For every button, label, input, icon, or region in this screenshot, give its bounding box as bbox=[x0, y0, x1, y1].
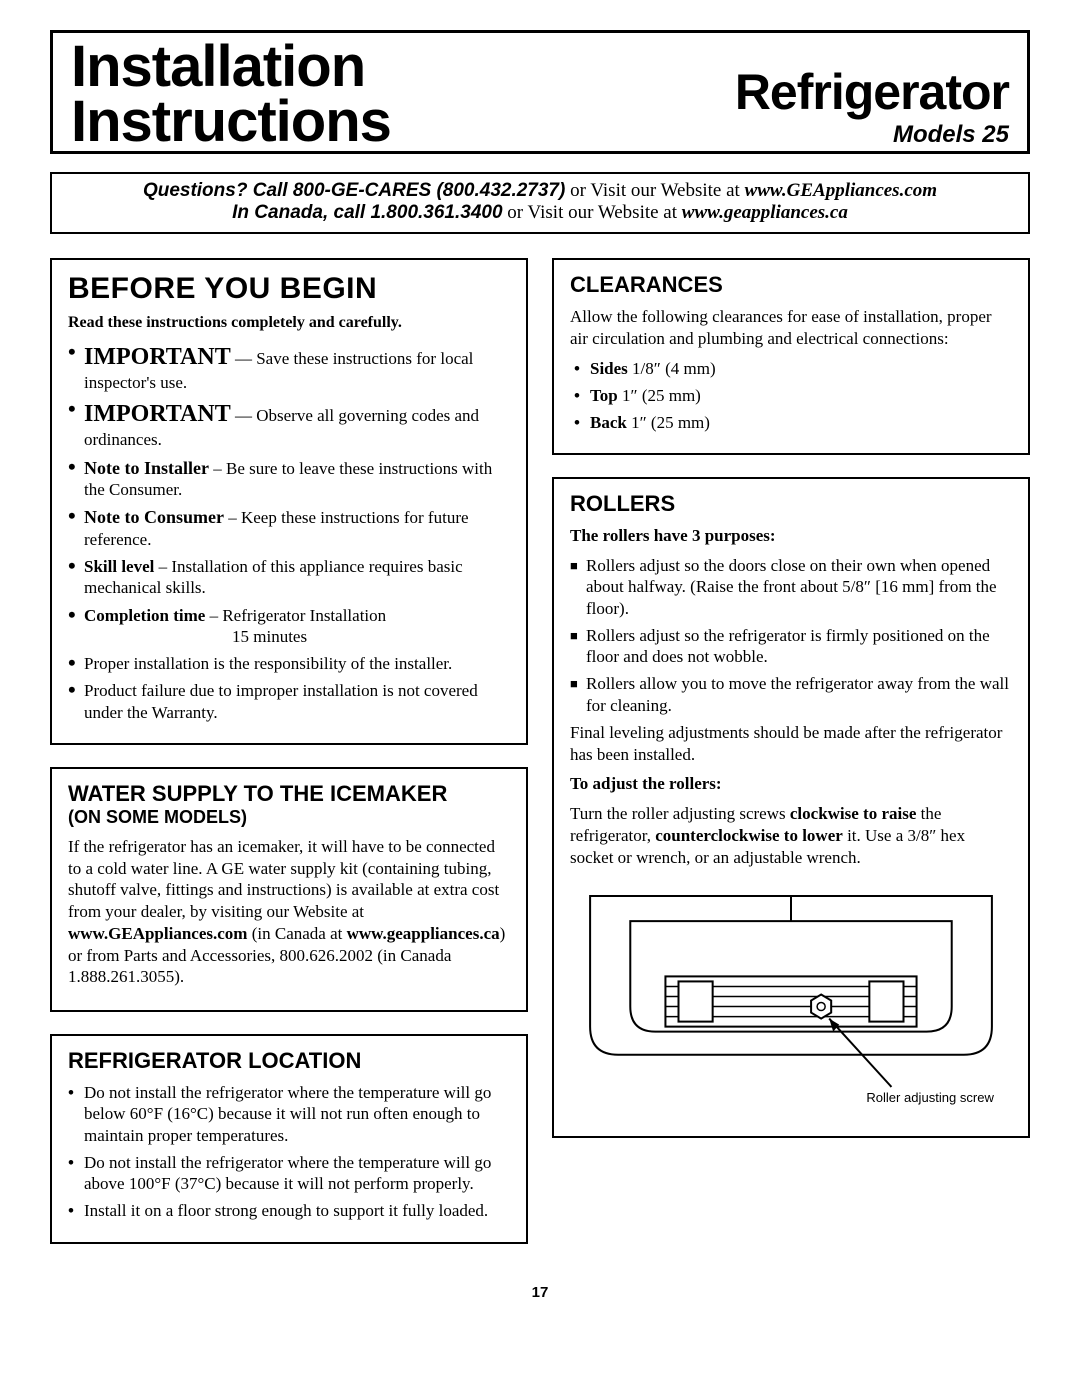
visit-text: Visit our Website at bbox=[590, 180, 744, 201]
skill-level: Skill level – Installation of this appli… bbox=[68, 556, 510, 599]
or-text-2: or bbox=[503, 202, 528, 223]
website-us: www.GEAppliances.com bbox=[745, 180, 937, 201]
location-item-2: Do not install the refrigerator where th… bbox=[68, 1152, 510, 1195]
before-list: IMPORTANT — Save these instructions for … bbox=[68, 342, 510, 723]
header-left: Installation Instructions bbox=[71, 39, 391, 149]
or-text: or bbox=[565, 180, 590, 201]
important-2: IMPORTANT — Observe all governing codes … bbox=[68, 399, 510, 450]
website-ca: www.geappliances.ca bbox=[682, 202, 848, 223]
page-number: 17 bbox=[50, 1284, 1030, 1301]
header-right: Refrigerator Models 25 bbox=[735, 63, 1009, 149]
water-supply-section: Water Supply to the Icemaker (on some mo… bbox=[50, 767, 528, 1012]
before-title: Before You Begin bbox=[68, 272, 510, 306]
rollers-list: Rollers adjust so the doors close on the… bbox=[570, 555, 1012, 716]
left-column: Before You Begin Read these instructions… bbox=[50, 258, 528, 1244]
questions-box: Questions? Call 800-GE-CARES (800.432.27… bbox=[50, 172, 1030, 234]
location-item-3: Install it on a floor strong enough to s… bbox=[68, 1200, 510, 1221]
rollers-title: Rollers bbox=[570, 491, 1012, 517]
questions-line2: In Canada, call 1.800.361.3400 or Visit … bbox=[62, 202, 1018, 224]
important-1: IMPORTANT — Save these instructions for … bbox=[68, 342, 510, 393]
rollers-final: Final leveling adjustments should be mad… bbox=[570, 722, 1012, 766]
read-instructions: Read these instructions completely and c… bbox=[68, 314, 510, 332]
location-section: Refrigerator Location Do not install the… bbox=[50, 1034, 528, 1244]
roller-purpose-3: Rollers allow you to move the refrigerat… bbox=[570, 673, 1012, 716]
water-title: Water Supply to the Icemaker (on some mo… bbox=[68, 781, 510, 828]
roller-purpose-2: Rollers adjust so the refrigerator is fi… bbox=[570, 625, 1012, 668]
product-failure: Product failure due to improper installa… bbox=[68, 680, 510, 723]
proper-install: Proper installation is the responsibilit… bbox=[68, 653, 510, 674]
clearance-top: Top 1″ (25 mm) bbox=[574, 385, 1012, 406]
location-title: Refrigerator Location bbox=[68, 1048, 510, 1074]
roller-purpose-1: Rollers adjust so the doors close on the… bbox=[570, 555, 1012, 619]
clearance-sides: Sides 1/8″ (4 mm) bbox=[574, 358, 1012, 379]
note-installer: Note to Installer – Be sure to leave the… bbox=[68, 457, 510, 501]
canada-phone: In Canada, call 1.800.361.3400 bbox=[232, 202, 502, 223]
models-label: Models 25 bbox=[735, 121, 1009, 149]
location-list: Do not install the refrigerator where th… bbox=[68, 1082, 510, 1222]
clearance-back: Back 1″ (25 mm) bbox=[574, 412, 1012, 433]
rollers-purposes: The rollers have 3 purposes: bbox=[570, 525, 1012, 547]
water-paragraph: If the refrigerator has an icemaker, it … bbox=[68, 836, 510, 988]
questions-line1: Questions? Call 800-GE-CARES (800.432.27… bbox=[62, 180, 1018, 202]
main-columns: Before You Begin Read these instructions… bbox=[50, 258, 1030, 1244]
header-box: Installation Instructions Refrigerator M… bbox=[50, 30, 1030, 154]
clearances-list: Sides 1/8″ (4 mm) Top 1″ (25 mm) Back 1″… bbox=[574, 358, 1012, 434]
title-line1: Installation bbox=[71, 39, 391, 94]
note-consumer: Note to Consumer – Keep these instructio… bbox=[68, 506, 510, 550]
product-name: Refrigerator bbox=[735, 63, 1009, 121]
clearances-section: Clearances Allow the following clearance… bbox=[552, 258, 1030, 455]
location-item-1: Do not install the refrigerator where th… bbox=[68, 1082, 510, 1146]
diagram-label: Roller adjusting screw bbox=[866, 1090, 994, 1105]
completion-time: Completion time – Refrigerator Installat… bbox=[68, 605, 510, 648]
visit-text-2: Visit our Website at bbox=[528, 202, 682, 223]
questions-phone: Questions? Call 800-GE-CARES (800.432.27… bbox=[143, 180, 565, 201]
before-you-begin-section: Before You Begin Read these instructions… bbox=[50, 258, 528, 745]
adjust-paragraph: Turn the roller adjusting screws clockwi… bbox=[570, 803, 1012, 868]
adjust-heading: To adjust the rollers: bbox=[570, 773, 1012, 795]
clearances-title: Clearances bbox=[570, 272, 1012, 298]
title-line2: Instructions bbox=[71, 94, 391, 149]
clearances-intro: Allow the following clearances for ease … bbox=[570, 306, 1012, 350]
roller-diagram: Roller adjusting screw bbox=[570, 886, 1012, 1117]
rollers-section: Rollers The rollers have 3 purposes: Rol… bbox=[552, 477, 1030, 1138]
right-column: Clearances Allow the following clearance… bbox=[552, 258, 1030, 1244]
